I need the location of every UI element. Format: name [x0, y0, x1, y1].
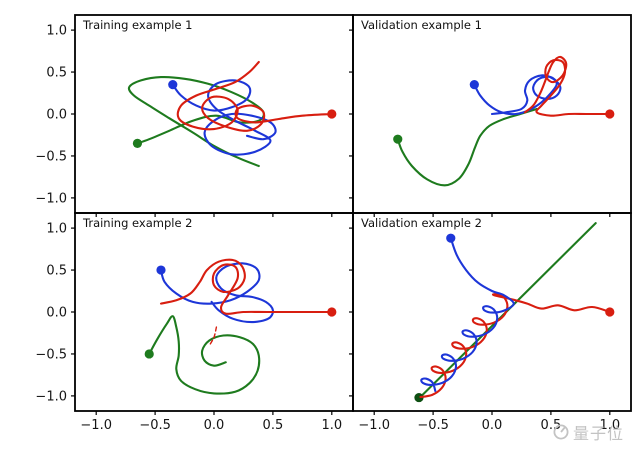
trajectory-plot-svg: −1.0 −0.5 0.0 0.5 1.0	[349, 212, 632, 433]
watermark: 量子位	[552, 420, 624, 444]
svg-text:1.0: 1.0	[599, 418, 620, 433]
trajectory-plot-svg: −1.0 −0.5 0.0 0.5 1.0	[35, 14, 354, 217]
trajectory-plot-svg: −1.0 −1.0 −0.5 −0.5 0.0 0.0 0.5 0.5 1.0 1.0	[35, 212, 354, 433]
svg-text:−0.5: −0.5	[35, 149, 67, 164]
subplot-validation-example-2: −1.0 −0.5 0.0 0.5 1.0 Validation example 2	[349, 212, 632, 433]
svg-text:−0.5: −0.5	[35, 347, 67, 362]
svg-text:−1.0: −1.0	[80, 418, 112, 433]
svg-text:0.5: 0.5	[46, 66, 67, 81]
svg-text:0.0: 0.0	[204, 418, 225, 433]
svg-text:0.0: 0.0	[482, 418, 503, 433]
subplot-validation-example-1: Validation example 1	[349, 14, 632, 217]
svg-text:0.0: 0.0	[46, 108, 67, 123]
qbitai-logo-icon	[553, 424, 569, 440]
subplot-training-example-2: −1.0 −1.0 −0.5 −0.5 0.0 0.0 0.5 0.5 1.0 1.0 Train…	[35, 212, 354, 433]
svg-text:1.0: 1.0	[46, 24, 67, 39]
svg-text:0.0: 0.0	[46, 306, 67, 321]
svg-text:0.5: 0.5	[541, 418, 562, 433]
svg-text:−0.5: −0.5	[417, 418, 449, 433]
svg-text:1.0: 1.0	[46, 222, 67, 237]
svg-text:0.5: 0.5	[46, 264, 67, 279]
trajectory-plot-svg	[349, 14, 632, 217]
svg-text:0.5: 0.5	[263, 418, 284, 433]
svg-text:−1.0: −1.0	[35, 389, 67, 404]
subplot-training-example-1: −1.0 −0.5 0.0 0.5 1.0 Training example 1	[35, 14, 354, 217]
watermark-text: 量子位	[573, 424, 625, 443]
svg-text:−1.0: −1.0	[358, 418, 390, 433]
svg-text:−0.5: −0.5	[139, 418, 171, 433]
svg-text:1.0: 1.0	[321, 418, 342, 433]
svg-text:−1.0: −1.0	[35, 191, 67, 206]
